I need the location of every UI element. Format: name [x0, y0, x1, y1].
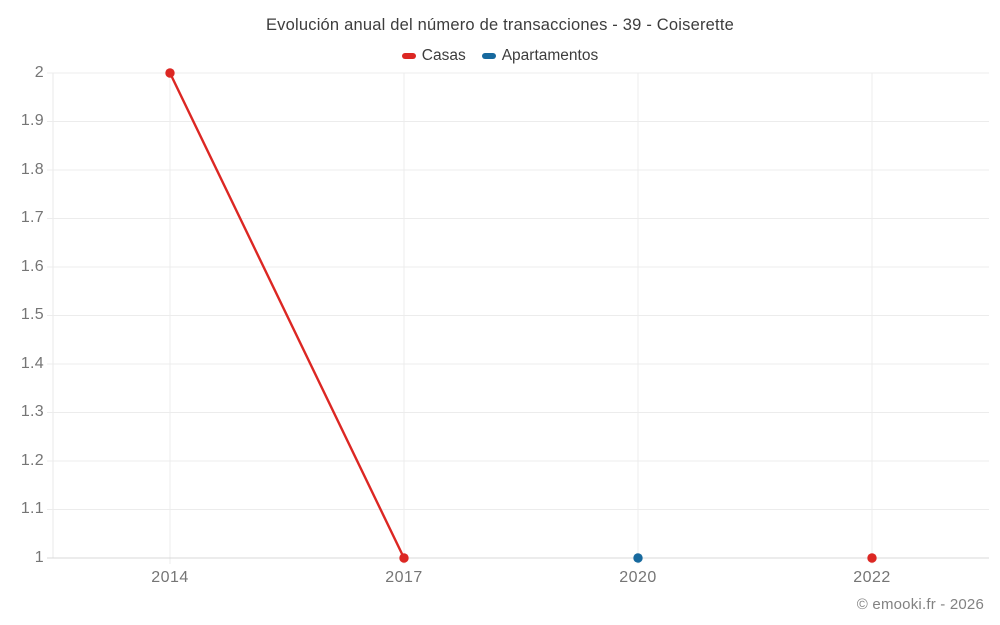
y-tick-label: 2 [34, 63, 44, 81]
y-tick-label: 1.1 [20, 500, 44, 517]
x-tick-label: 2020 [619, 569, 657, 586]
y-tick-label: 1.3 [20, 403, 44, 420]
legend-item-apartamentos[interactable]: Apartamentos [481, 47, 599, 65]
watermark: © emooki.fr - 2026 [856, 596, 984, 613]
y-tick-label: 1.8 [20, 160, 44, 178]
x-tick-label: 2022 [853, 569, 891, 586]
x-tick-label: 2017 [385, 569, 423, 586]
y-tick-label: 1.2 [20, 451, 44, 469]
y-tick-label: 1.5 [20, 306, 44, 323]
chart-title: Evolución anual del número de transaccio… [265, 16, 735, 34]
legend-label-apartamentos: Apartamentos [501, 47, 599, 64]
legend-item-casas[interactable]: Casas [401, 47, 466, 65]
legend-label-casas: Casas [421, 47, 466, 64]
y-tick-label: 1.4 [20, 354, 44, 372]
y-tick-label: 1.9 [20, 112, 44, 129]
y-tick-label: 1.7 [20, 209, 44, 226]
legend-swatch-apartamentos-icon [481, 53, 496, 59]
legend-swatch-casas-icon [401, 53, 416, 59]
legend: Casas Apartamentos [0, 47, 1000, 65]
x-tick-label: 2014 [151, 569, 189, 586]
y-tick-label: 1 [34, 548, 44, 566]
y-tick-label: 1.6 [20, 257, 44, 275]
